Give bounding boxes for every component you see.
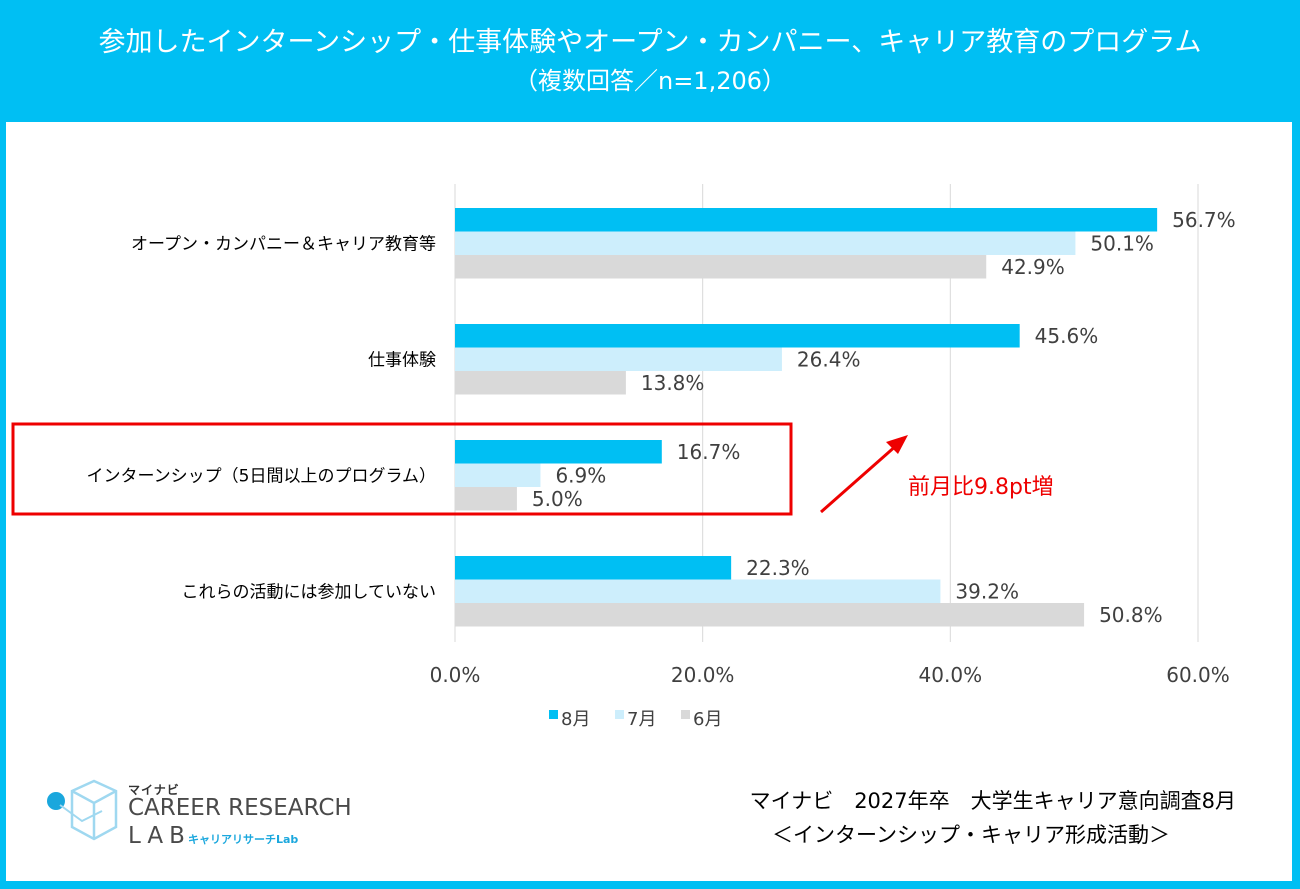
category-label: 仕事体験 — [368, 350, 436, 370]
data-label: 26.4% — [797, 347, 861, 371]
data-label: 56.7% — [1172, 208, 1236, 232]
data-label: 45.6% — [1035, 324, 1099, 348]
bar — [455, 208, 1158, 232]
category-label: オープン・カンパニー＆キャリア教育等 — [131, 234, 436, 254]
x-tick-label: 20.0% — [671, 663, 735, 687]
category-label: インターンシップ（5日間以上のプログラム） — [87, 466, 436, 486]
data-label: 50.8% — [1099, 603, 1163, 627]
header-banner: 参加したインターンシップ・仕事体験やオープン・カンパニー、キャリア教育のプログラ… — [0, 0, 1300, 122]
annotation-text: 前月比9.8pt増 — [908, 475, 1054, 500]
legend-swatch — [549, 710, 558, 719]
data-label: 42.9% — [1001, 255, 1065, 279]
bar — [455, 603, 1085, 627]
bar — [455, 463, 541, 487]
data-label: 5.0% — [532, 487, 583, 511]
bar — [455, 556, 732, 580]
chart-panel: 0.0% 20.0% 40.0% 60.0% 56.7% 50.1% 42.9% オープン・カ… — [6, 122, 1292, 881]
chart-title: 参加したインターンシップ・仕事体験やオープン・カンパニー、キャリア教育のプログラ… — [98, 27, 1202, 58]
bar — [455, 347, 782, 371]
source-line-2: ＜インターンシップ・キャリア形成活動＞ — [772, 823, 1170, 847]
bar — [455, 440, 662, 464]
legend-swatch — [681, 710, 690, 719]
source-line-1: マイナビ 2027年卒 大学生キャリア意向調査8月 — [749, 789, 1236, 813]
career-research-lab-logo: マイナビ CAREER RESEARCH LAB キャリアリサーチLab — [42, 777, 382, 867]
logo-brand: マイナビ — [128, 783, 180, 797]
data-label: 13.8% — [641, 371, 705, 395]
data-label: 6.9% — [555, 463, 606, 487]
legend-label: 7月 — [627, 709, 656, 730]
data-label: 50.1% — [1090, 231, 1154, 255]
legend-label: 6月 — [693, 709, 722, 730]
bar — [455, 487, 517, 511]
bar — [455, 371, 626, 395]
highlight-box — [11, 422, 793, 516]
logo-subtitle: キャリアリサーチLab — [188, 833, 299, 846]
category-label: これらの活動には参加していない — [182, 582, 437, 602]
x-tick-label: 40.0% — [919, 663, 983, 687]
cube-logo-icon — [47, 779, 118, 841]
annotation-arrow — [820, 442, 899, 514]
x-tick-label: 60.0% — [1166, 663, 1230, 687]
legend-swatch — [615, 710, 624, 719]
chart-subtitle: （複数回答／n=1,206） — [513, 67, 787, 95]
bar — [455, 255, 987, 279]
bar — [455, 324, 1020, 348]
legend-label: 8月 — [561, 709, 590, 730]
bar-chart: 0.0% 20.0% 40.0% 60.0% 56.7% 50.1% 42.9% オープン・カ… — [11, 184, 1236, 730]
data-label: 16.7% — [677, 440, 741, 464]
logo-career-research: CAREER RESEARCH — [128, 795, 352, 821]
x-tick-label: 0.0% — [430, 663, 481, 687]
bar — [455, 231, 1076, 255]
data-label: 22.3% — [746, 556, 810, 580]
source-note: マイナビ 2027年卒 大学生キャリア意向調査8月 ＜インターンシップ・キャリア… — [596, 784, 1236, 852]
bar — [455, 579, 941, 603]
data-label: 39.2% — [955, 579, 1019, 603]
annotation-arrowhead — [886, 435, 908, 454]
logo-lab: LAB — [128, 823, 191, 849]
